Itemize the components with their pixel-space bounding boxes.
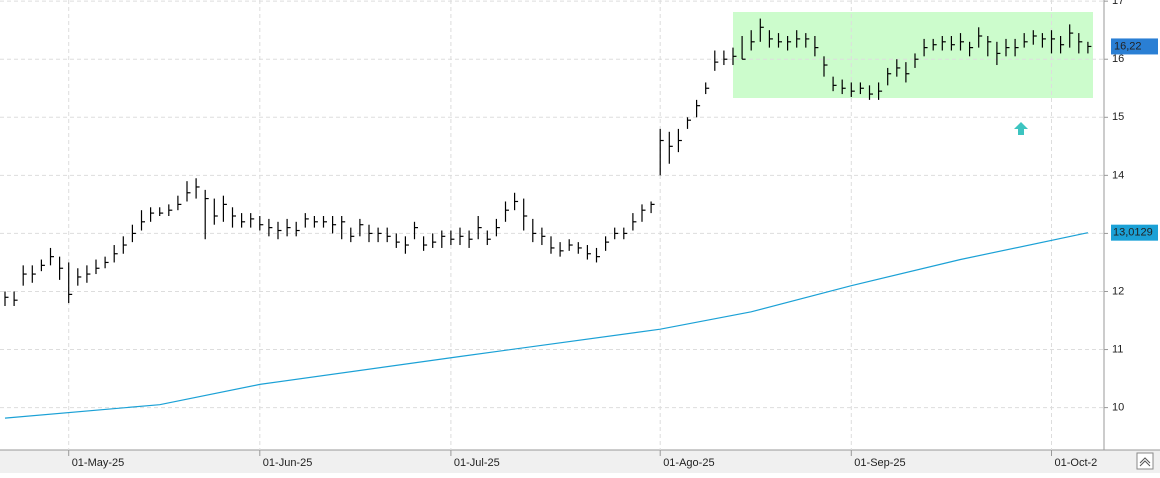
x-tick-label: 01-May-25 (72, 457, 125, 469)
last-value-box (1111, 224, 1158, 241)
x-tick-label: 01-Jun-25 (263, 457, 313, 469)
last-price-label: 16,22 (1114, 40, 1142, 52)
y-tick-label: 10 (1112, 402, 1124, 414)
arrow-icon (1014, 122, 1028, 135)
plot: 101112131415161701-May-2501-Jun-2501-Jul… (0, 0, 1158, 469)
x-tick-label: 01-Sep-25 (854, 457, 905, 469)
highlight-zone (733, 12, 1093, 98)
moving-average-line (4, 232, 1089, 419)
y-tick-label: 14 (1112, 169, 1124, 181)
y-tick-label: 17 (1112, 0, 1124, 7)
x-tick-label: 01-Ago-25 (663, 457, 714, 469)
last-value-label: 13,0129 (1113, 227, 1153, 239)
y-tick-label: 11 (1112, 343, 1123, 355)
last-price-box (1111, 38, 1158, 55)
y-tick-label: 15 (1112, 111, 1124, 123)
x-tick-label: 01-Jul-25 (454, 457, 500, 469)
x-tick-label: 01-Oct-2 (1055, 457, 1098, 469)
y-tick-label: 12 (1112, 285, 1124, 297)
y-tick-label: 16 (1112, 53, 1124, 65)
zoom-icon (1139, 457, 1151, 467)
bottom-axis-panel (0, 450, 1160, 473)
